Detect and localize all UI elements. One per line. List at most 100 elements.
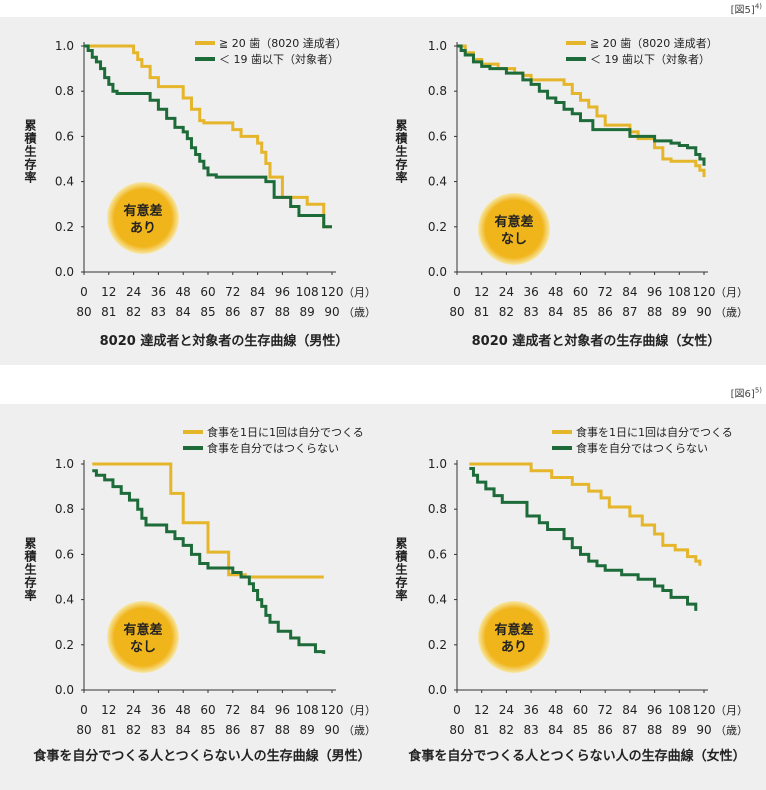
age-tick-label: 81 <box>101 305 116 319</box>
age-tick-label: 86 <box>225 305 240 319</box>
y-tick-label: 0.2 <box>55 220 74 234</box>
age-unit-label: （歳） <box>343 306 376 319</box>
legend-label: 食事を1日に1回は自分でつくる <box>207 425 364 439</box>
x-tick-label: 60 <box>573 703 588 717</box>
series-line-gold <box>84 44 332 229</box>
age-tick-label: 89 <box>672 305 687 319</box>
age-tick-label: 85 <box>573 305 588 319</box>
significance-badge <box>107 182 179 254</box>
age-tick-label: 80 <box>449 723 464 737</box>
x-tick-label: 120 <box>693 703 716 717</box>
badge-text-line-2: あり <box>501 640 527 655</box>
age-tick-label: 88 <box>647 305 662 319</box>
age-tick-label: 80 <box>449 305 464 319</box>
legend-label: ≧ 20 歯（8020 達成者） <box>590 37 718 50</box>
age-tick-label: 81 <box>474 723 489 737</box>
x-tick-label: 84 <box>250 703 265 717</box>
y-tick-label: 0.0 <box>428 683 447 697</box>
age-tick-label: 85 <box>573 723 588 737</box>
age-tick-label: 85 <box>200 723 215 737</box>
series-line-gold <box>457 44 706 178</box>
x-tick-label: 72 <box>225 285 240 299</box>
x-tick-label: 0 <box>453 285 461 299</box>
y-tick-label: 0.0 <box>55 265 74 279</box>
age-tick-label: 87 <box>622 305 637 319</box>
y-tick-label: 0.6 <box>55 547 74 561</box>
y-tick-label: 0.4 <box>55 593 74 607</box>
y-tick-label: 0.0 <box>55 683 74 697</box>
age-tick-label: 88 <box>275 305 290 319</box>
legend-label: ≧ 20 歯（8020 達成者） <box>219 37 347 50</box>
age-tick-label: 84 <box>548 305 563 319</box>
figure-6-panel <box>0 404 766 790</box>
x-tick-label: 84 <box>622 285 637 299</box>
chart-1: 1.0 0.8 0.6 0.4 0.2 0.0 累積生存率 0 80 12 81 24 82 36 83 48… <box>23 37 376 349</box>
x-tick-label: 60 <box>200 285 215 299</box>
age-tick-label: 85 <box>200 305 215 319</box>
age-tick-label: 88 <box>647 723 662 737</box>
series-line-green <box>84 44 332 229</box>
y-tick-label: 0.2 <box>428 638 447 652</box>
y-axis-label: 累積生存率 <box>23 537 37 602</box>
x-tick-label: 72 <box>598 285 613 299</box>
x-tick-label: 120 <box>321 285 344 299</box>
age-tick-label: 82 <box>126 723 141 737</box>
x-tick-label: 48 <box>176 285 191 299</box>
figure-5-label: [図5]4) <box>730 2 762 16</box>
series-line-green <box>457 44 706 166</box>
chart-title: 8020 達成者と対象者の生存曲線（男性） <box>100 333 349 349</box>
age-tick-label: 80 <box>76 723 91 737</box>
x-tick-label: 24 <box>126 703 141 717</box>
x-tick-label: 12 <box>474 703 489 717</box>
y-tick-label: 0.4 <box>55 175 74 189</box>
x-tick-label: 24 <box>499 703 514 717</box>
age-tick-label: 90 <box>324 723 339 737</box>
x-tick-label: 0 <box>80 285 88 299</box>
age-tick-label: 82 <box>499 305 514 319</box>
age-tick-label: 86 <box>225 723 240 737</box>
age-unit-label: （歳） <box>343 724 376 737</box>
x-tick-label: 96 <box>275 703 290 717</box>
badge-text-line-1: 有意差 <box>494 214 533 230</box>
significance-badge <box>107 601 179 673</box>
x-tick-label: 0 <box>80 703 88 717</box>
badge-text-line-2: なし <box>130 640 156 655</box>
chart-title: 8020 達成者と対象者の生存曲線（女性） <box>472 333 721 349</box>
age-tick-label: 84 <box>548 723 563 737</box>
y-tick-label: 0.6 <box>428 129 447 143</box>
age-tick-label: 83 <box>523 305 538 319</box>
x-unit-label: （月） <box>715 704 748 717</box>
x-tick-label: 84 <box>622 703 637 717</box>
x-tick-label: 60 <box>200 703 215 717</box>
y-tick-label: 1.0 <box>55 39 74 53</box>
chart-2: 1.0 0.8 0.6 0.4 0.2 0.0 累積生存率 0 80 12 81 24 82 36 83 48… <box>394 37 748 349</box>
x-unit-label: （月） <box>343 704 376 717</box>
badge-text-line-1: 有意差 <box>494 622 533 638</box>
x-tick-label: 60 <box>573 285 588 299</box>
age-tick-label: 87 <box>250 723 265 737</box>
age-tick-label: 90 <box>696 723 711 737</box>
age-tick-label: 82 <box>126 305 141 319</box>
y-tick-label: 0.6 <box>55 129 74 143</box>
badge-text-line-2: なし <box>501 232 527 247</box>
series-line-green <box>469 467 698 611</box>
chart-4: 1.0 0.8 0.6 0.4 0.2 0.0 累積生存率 0 80 12 81 24 82 36 83 48… <box>394 425 748 764</box>
chart-title: 食事を自分でつくる人とつくらない人の生存曲線（女性） <box>408 748 745 764</box>
x-tick-label: 96 <box>647 285 662 299</box>
series-line-gold <box>469 462 702 566</box>
x-tick-label: 36 <box>523 285 538 299</box>
figure-6-label: [図6]5) <box>730 386 762 400</box>
x-tick-label: 96 <box>647 703 662 717</box>
y-tick-label: 0.8 <box>55 84 74 98</box>
y-tick-label: 1.0 <box>55 457 74 471</box>
y-tick-label: 0.2 <box>55 638 74 652</box>
legend-label: ＜ 19 歯以下（対象者） <box>590 52 710 66</box>
x-tick-label: 12 <box>101 703 116 717</box>
y-tick-label: 0.6 <box>428 547 447 561</box>
age-tick-label: 87 <box>622 723 637 737</box>
y-tick-label: 0.8 <box>428 84 447 98</box>
legend-label: 食事を1日に1回は自分でつくる <box>576 425 733 439</box>
age-tick-label: 90 <box>324 305 339 319</box>
badge-text-line-1: 有意差 <box>123 622 162 638</box>
